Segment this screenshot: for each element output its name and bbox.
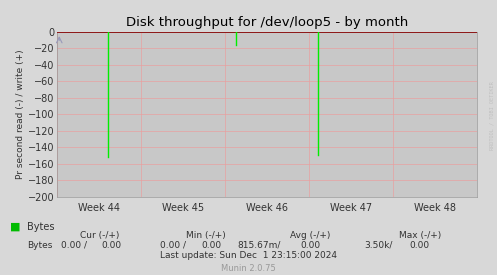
Text: 0.00 /: 0.00 / [161,241,186,250]
Text: Avg (-/+): Avg (-/+) [290,231,331,240]
Text: 0.00: 0.00 [301,241,321,250]
Title: Disk throughput for /dev/loop5 - by month: Disk throughput for /dev/loop5 - by mont… [126,16,408,29]
Text: 0.00: 0.00 [410,241,430,250]
Text: Max (-/+): Max (-/+) [399,231,441,240]
Text: Week 46: Week 46 [246,203,288,213]
Text: Week 47: Week 47 [330,203,372,213]
Text: Min (-/+): Min (-/+) [186,231,226,240]
Text: Week 45: Week 45 [162,203,204,213]
Text: Bytes: Bytes [27,222,55,232]
Text: Munin 2.0.75: Munin 2.0.75 [221,264,276,273]
Text: ■: ■ [10,222,20,232]
Text: 0.00: 0.00 [201,241,221,250]
Text: 3.50k/: 3.50k/ [364,241,393,250]
Text: 0.00: 0.00 [102,241,122,250]
Text: 0.00 /: 0.00 / [61,241,87,250]
Text: 815.67m/: 815.67m/ [238,241,281,250]
Y-axis label: Pr second read (-) / write (+): Pr second read (-) / write (+) [16,49,25,179]
Text: Last update: Sun Dec  1 23:15:00 2024: Last update: Sun Dec 1 23:15:00 2024 [160,251,337,260]
Text: Week 44: Week 44 [78,203,120,213]
Text: Cur (-/+): Cur (-/+) [80,231,119,240]
Text: Week 48: Week 48 [414,203,456,213]
Text: Bytes: Bytes [27,241,53,250]
Text: RRDTOOL / TOBI OETIKER: RRDTOOL / TOBI OETIKER [490,81,495,150]
